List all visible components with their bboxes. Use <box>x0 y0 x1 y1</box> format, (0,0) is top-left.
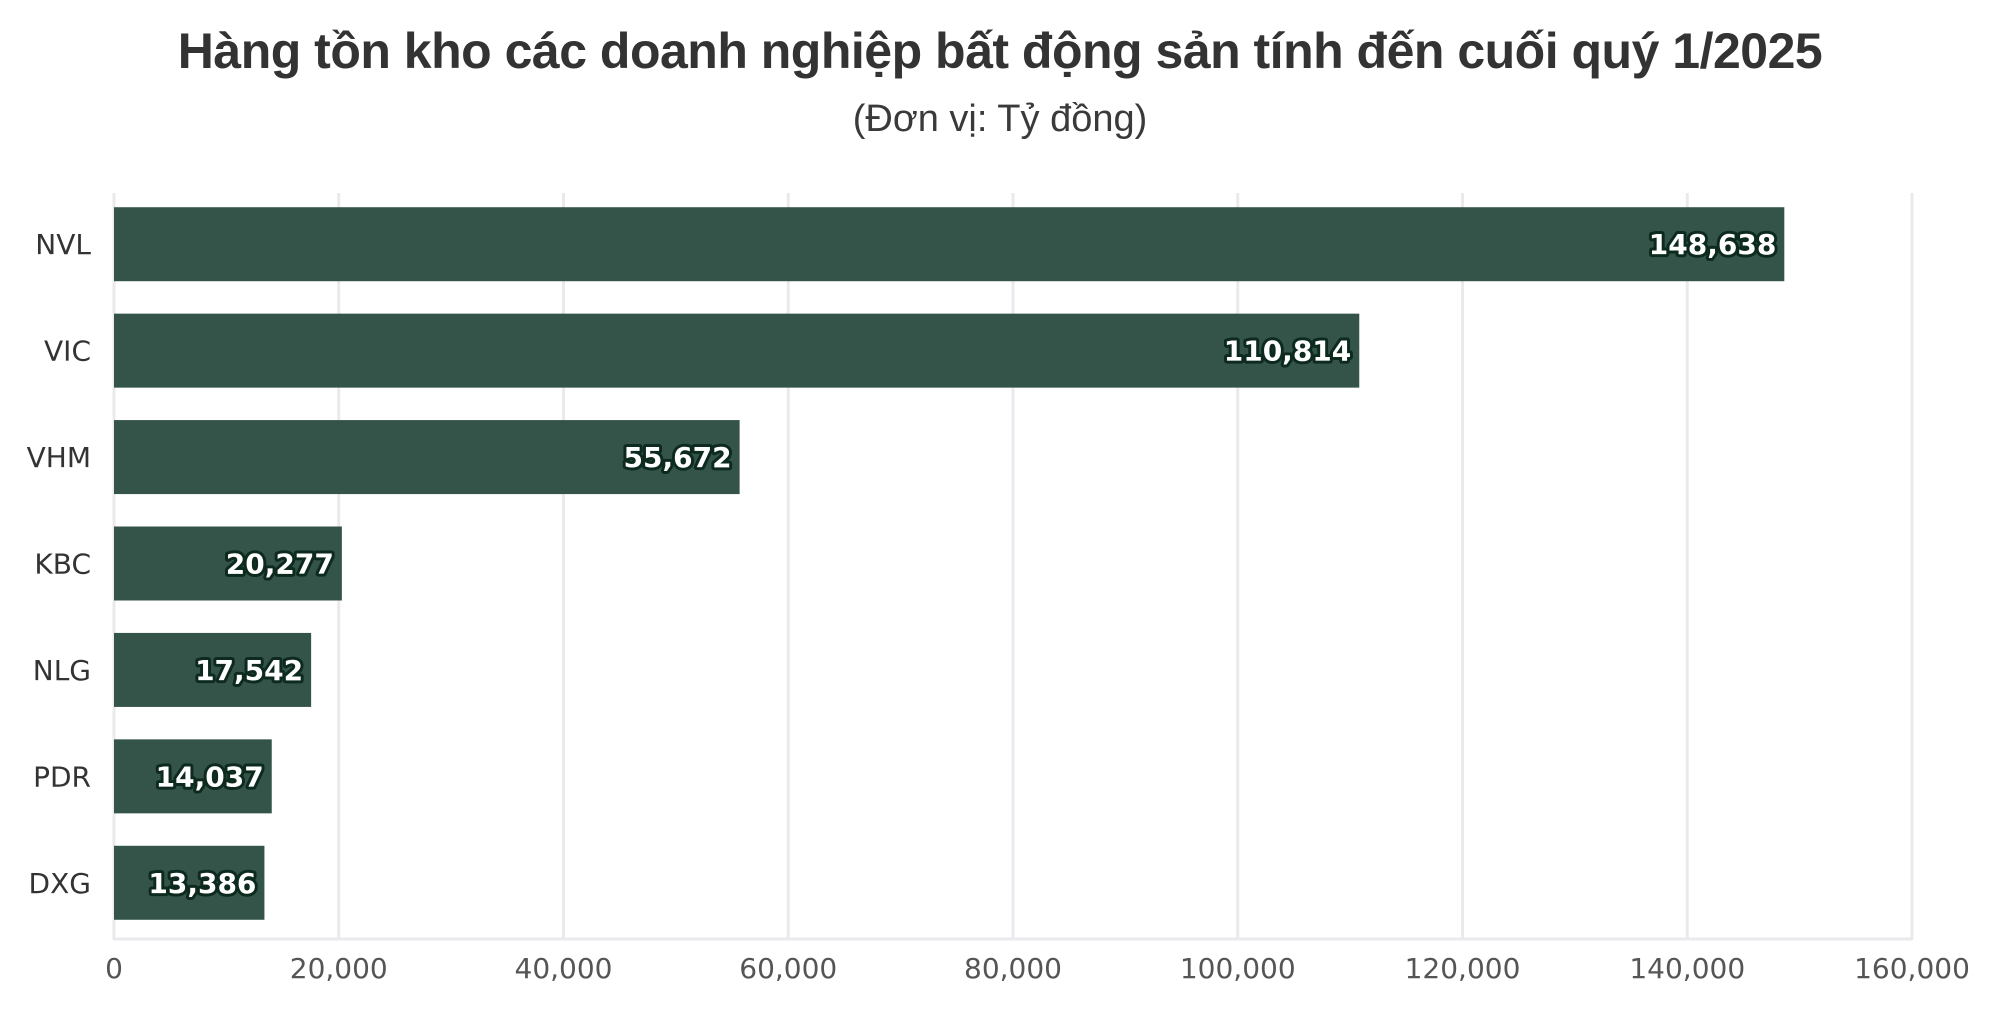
gridlines <box>112 193 1914 941</box>
x-tick-label: 100,000 <box>1180 952 1296 985</box>
bar <box>114 313 1360 388</box>
bar <box>114 207 1785 282</box>
x-tick-label: 0 <box>105 952 123 985</box>
data-label: 110,814 <box>1224 335 1352 368</box>
x-tick-label: 80,000 <box>964 952 1062 985</box>
category-label: VHM <box>27 441 91 474</box>
bar <box>114 632 312 707</box>
x-tick-label: 140,000 <box>1629 952 1745 985</box>
data-label: 17,542 <box>195 654 303 687</box>
data-label: 148,638 <box>1649 228 1777 261</box>
bar <box>114 845 265 920</box>
data-labels: 148,638 110,814 55,672 20,277 17,542 14,037 13… <box>145 225 1779 903</box>
category-label: DXG <box>29 867 91 900</box>
data-label: 14,037 <box>156 760 264 793</box>
data-label: 55,672 <box>624 441 732 474</box>
y-axis-categories: NVL VIC VHM KBC NLG PDR DXG <box>27 228 92 900</box>
bar <box>114 739 272 814</box>
chart-subtitle: (Đơn vị: Tỷ đồng) <box>852 98 1148 140</box>
category-label: NVL <box>35 228 91 261</box>
category-label: VIC <box>44 335 91 368</box>
category-label: NLG <box>33 654 91 687</box>
x-tick-label: 160,000 <box>1854 952 1970 985</box>
category-label: PDR <box>33 760 91 793</box>
bar <box>114 526 342 601</box>
bar <box>114 420 740 495</box>
category-label: KBC <box>34 548 91 581</box>
x-tick-label: 60,000 <box>739 952 837 985</box>
x-axis: 0 20,000 40,000 60,000 80,000 100,000 120,000 1… <box>105 952 1970 985</box>
data-label: 20,277 <box>226 548 334 581</box>
data-label: 13,386 <box>148 867 256 900</box>
x-tick-label: 40,000 <box>515 952 613 985</box>
x-tick-label: 20,000 <box>290 952 388 985</box>
x-tick-label: 120,000 <box>1405 952 1521 985</box>
bars <box>114 207 1785 920</box>
chart-title: Hàng tồn kho các doanh nghiệp bất động s… <box>177 23 1823 79</box>
